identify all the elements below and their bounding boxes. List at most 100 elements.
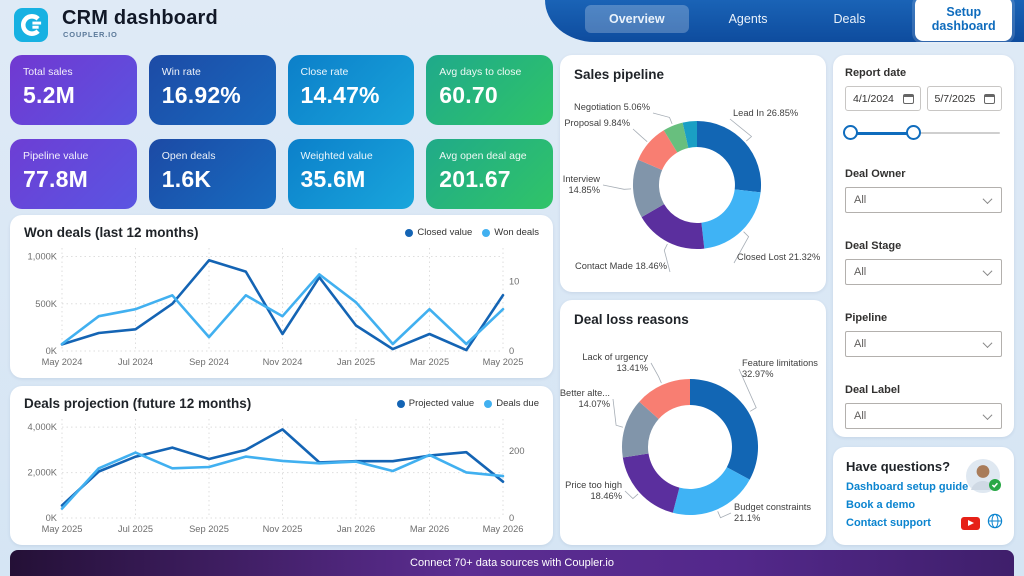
- page-title: CRM dashboard: [62, 7, 218, 29]
- deals-projection-chart-card: Deals projection (future 12 months) Proj…: [10, 386, 553, 545]
- svg-text:Negotiation 5.06%: Negotiation 5.06%: [574, 102, 650, 112]
- slider-handle-start[interactable]: [842, 125, 858, 140]
- chevron-down-icon: [982, 193, 993, 204]
- filters-panel: Report date 4/1/2024 5/7/2025 Deal Owner…: [833, 55, 1014, 437]
- footer-banner[interactable]: Connect 70+ data sources with Coupler.io: [10, 550, 1014, 576]
- header-nav: Overview Agents Deals Setup dashboard: [545, 0, 1024, 42]
- svg-text:13.41%: 13.41%: [616, 363, 648, 373]
- svg-text:Nov 2024: Nov 2024: [263, 357, 303, 367]
- help-title: Have questions?: [846, 459, 951, 474]
- report-date-end-input[interactable]: 5/7/2025: [926, 86, 1002, 111]
- svg-text:32.97%: 32.97%: [742, 369, 774, 379]
- svg-text:Sep 2024: Sep 2024: [189, 357, 229, 367]
- sales-pipeline-title: Sales pipeline: [574, 67, 665, 82]
- book-a-demo-link[interactable]: Book a demo: [846, 499, 916, 511]
- kpi-avg-open-deal-age: Avg open deal age 201.67: [426, 139, 553, 209]
- svg-text:1,000K: 1,000K: [28, 252, 58, 262]
- kpi-grid: Total sales 5.2M Win rate 16.92% Close rat…: [10, 55, 553, 209]
- youtube-icon[interactable]: [961, 517, 980, 530]
- coupler-logo-icon: [14, 8, 48, 42]
- svg-text:10: 10: [509, 276, 519, 286]
- chevron-down-icon: [982, 337, 993, 348]
- deal-loss-reasons-title: Deal loss reasons: [574, 312, 689, 327]
- legend-dot: [405, 228, 414, 237]
- deal-label-dropdown[interactable]: All: [845, 403, 1002, 429]
- deal-loss-reasons-card: Deal loss reasons Feature limitations 32.…: [560, 300, 826, 545]
- contact-support-link[interactable]: Contact support: [846, 517, 931, 529]
- svg-text:4,000K: 4,000K: [28, 422, 58, 432]
- dashboard-setup-guide-link[interactable]: Dashboard setup guide: [846, 481, 969, 493]
- svg-text:18.46%: 18.46%: [590, 491, 622, 501]
- pipeline-label: Pipeline: [845, 312, 888, 324]
- svg-text:May 2025: May 2025: [42, 524, 83, 534]
- brand-subtitle: COUPLER.IO: [63, 30, 118, 39]
- svg-text:Price too high: Price too high: [565, 480, 622, 490]
- svg-text:Better alte...: Better alte...: [560, 388, 610, 398]
- svg-text:0: 0: [509, 346, 514, 356]
- svg-text:14.07%: 14.07%: [578, 399, 610, 409]
- svg-text:0K: 0K: [46, 346, 58, 356]
- svg-text:Jan 2025: Jan 2025: [337, 357, 375, 367]
- calendar-icon[interactable]: [984, 93, 995, 104]
- deal-owner-label: Deal Owner: [845, 168, 906, 180]
- tab-agents[interactable]: Agents: [728, 12, 768, 26]
- globe-icon[interactable]: [987, 513, 1003, 534]
- svg-text:Sep 2025: Sep 2025: [189, 524, 229, 534]
- deals-projection-line-chart: 0K 2,000K 4,000K 0 200 May 2025 Jul 2025 Sep 20…: [28, 419, 525, 534]
- svg-text:Jul 2024: Jul 2024: [118, 357, 153, 367]
- sales-pipeline-card: Sales pipeline Lead In 26.85% Closed Lost…: [560, 55, 826, 292]
- svg-text:Jul 2025: Jul 2025: [118, 524, 153, 534]
- help-card: Have questions? Dashboard setup guide Bo…: [833, 447, 1014, 545]
- tab-deals[interactable]: Deals: [833, 12, 866, 26]
- svg-text:Mar 2025: Mar 2025: [410, 357, 449, 367]
- chevron-down-icon: [982, 409, 993, 420]
- legend-dot: [482, 228, 491, 237]
- report-date-label: Report date: [845, 67, 907, 79]
- svg-text:0: 0: [509, 513, 514, 523]
- svg-text:200: 200: [509, 446, 525, 456]
- deal-stage-label: Deal Stage: [845, 240, 902, 252]
- won-deals-chart-title: Won deals (last 12 months): [24, 225, 199, 240]
- kpi-close-rate: Close rate 14.47%: [287, 55, 415, 125]
- slider-track[interactable]: [847, 132, 1000, 134]
- deal-owner-dropdown[interactable]: All: [845, 187, 1002, 213]
- report-date-start-input[interactable]: 4/1/2024: [845, 86, 921, 111]
- won-deals-legend: Closed value Won deals: [405, 227, 539, 238]
- legend-dot: [484, 399, 493, 408]
- won-deals-line-chart: 0K 500K 1,000K 0 10 May 2024 Jul 2024 Sep 2024 N…: [28, 248, 524, 367]
- svg-text:Proposal 9.84%: Proposal 9.84%: [564, 118, 630, 128]
- avatar: [965, 458, 1003, 496]
- svg-text:May 2025: May 2025: [483, 357, 524, 367]
- svg-text:0K: 0K: [46, 513, 58, 523]
- tab-overview[interactable]: Overview: [585, 5, 689, 33]
- kpi-weighted-value: Weighted value 35.6M: [287, 139, 415, 209]
- legend-dot: [396, 399, 405, 408]
- svg-text:21.1%: 21.1%: [734, 513, 760, 523]
- deal-stage-dropdown[interactable]: All: [845, 259, 1002, 285]
- svg-text:Nov 2025: Nov 2025: [263, 524, 303, 534]
- kpi-avg-days-to-close: Avg days to close 60.70: [426, 55, 553, 125]
- svg-text:Feature limitations: Feature limitations: [742, 358, 818, 368]
- kpi-open-deals: Open deals 1.6K: [148, 139, 276, 209]
- svg-text:May 2024: May 2024: [42, 357, 83, 367]
- svg-text:Contact Made 18.46%: Contact Made 18.46%: [575, 261, 667, 271]
- kpi-win-rate: Win rate 16.92%: [148, 55, 276, 125]
- svg-text:Budget constraints: Budget constraints: [734, 502, 811, 512]
- svg-text:14.85%: 14.85%: [568, 185, 600, 195]
- svg-text:Jan 2026: Jan 2026: [337, 524, 375, 534]
- chevron-down-icon: [982, 265, 993, 276]
- deals-projection-legend: Projected value Deals due: [396, 398, 539, 409]
- setup-dashboard-button[interactable]: Setup dashboard: [915, 0, 1012, 41]
- svg-text:Closed Lost 21.32%: Closed Lost 21.32%: [737, 252, 820, 262]
- svg-text:Lack of urgency: Lack of urgency: [582, 352, 648, 362]
- svg-text:500K: 500K: [35, 299, 58, 309]
- slider-handle-end[interactable]: [905, 125, 921, 140]
- date-range-slider: [842, 125, 1002, 141]
- svg-text:Mar 2026: Mar 2026: [410, 524, 449, 534]
- pipeline-dropdown[interactable]: All: [845, 331, 1002, 357]
- deal-label-label: Deal Label: [845, 384, 901, 396]
- won-deals-chart-card: Won deals (last 12 months) Closed value W…: [10, 215, 553, 378]
- calendar-icon[interactable]: [902, 93, 914, 104]
